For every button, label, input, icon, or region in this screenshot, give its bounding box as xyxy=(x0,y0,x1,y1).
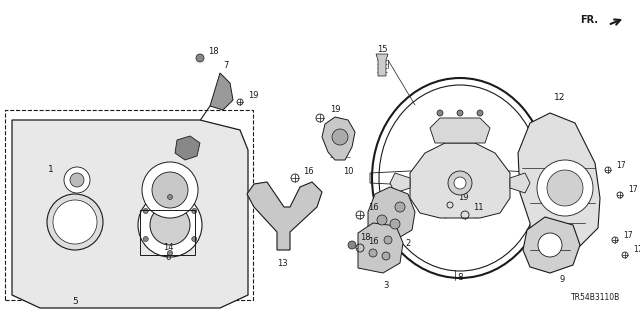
Polygon shape xyxy=(368,187,415,240)
Circle shape xyxy=(152,172,188,208)
Text: 1: 1 xyxy=(48,165,54,174)
Text: 17: 17 xyxy=(616,161,626,170)
Text: 14: 14 xyxy=(163,244,173,252)
Text: 8: 8 xyxy=(457,274,463,283)
Text: TR54B3110B: TR54B3110B xyxy=(571,293,620,302)
Text: 13: 13 xyxy=(277,260,287,268)
Text: 17: 17 xyxy=(628,186,637,195)
Polygon shape xyxy=(482,170,550,186)
Circle shape xyxy=(448,171,472,195)
Polygon shape xyxy=(175,136,200,160)
Polygon shape xyxy=(147,182,177,218)
Circle shape xyxy=(457,110,463,116)
Polygon shape xyxy=(247,182,322,250)
Circle shape xyxy=(168,251,173,255)
Circle shape xyxy=(196,54,204,62)
Circle shape xyxy=(143,236,148,242)
Circle shape xyxy=(382,252,390,260)
Circle shape xyxy=(438,156,482,200)
Circle shape xyxy=(348,241,356,249)
Text: 18: 18 xyxy=(208,47,219,57)
Polygon shape xyxy=(358,223,403,273)
Circle shape xyxy=(142,162,198,218)
Circle shape xyxy=(477,110,483,116)
Polygon shape xyxy=(410,143,510,218)
Circle shape xyxy=(332,129,348,145)
Circle shape xyxy=(390,219,400,229)
Text: 4: 4 xyxy=(154,228,159,236)
Text: 19: 19 xyxy=(458,194,468,203)
Polygon shape xyxy=(523,217,580,273)
Bar xyxy=(140,210,195,255)
Circle shape xyxy=(168,195,173,199)
Text: 9: 9 xyxy=(560,276,565,284)
Circle shape xyxy=(454,177,466,189)
Text: 17: 17 xyxy=(633,245,640,254)
Text: 16: 16 xyxy=(368,204,379,212)
Circle shape xyxy=(192,236,196,242)
Text: 10: 10 xyxy=(343,167,353,177)
Circle shape xyxy=(377,215,387,225)
Polygon shape xyxy=(12,120,248,308)
Bar xyxy=(5,110,253,300)
Circle shape xyxy=(47,194,103,250)
Circle shape xyxy=(53,200,97,244)
Circle shape xyxy=(537,160,593,216)
Circle shape xyxy=(538,233,562,257)
Polygon shape xyxy=(210,73,233,110)
Polygon shape xyxy=(57,153,95,207)
Polygon shape xyxy=(518,113,600,250)
Text: 18: 18 xyxy=(360,234,371,243)
Circle shape xyxy=(395,202,405,212)
Text: 15: 15 xyxy=(377,45,387,54)
Circle shape xyxy=(152,190,172,210)
Text: 16: 16 xyxy=(368,236,379,245)
Polygon shape xyxy=(430,118,490,143)
Circle shape xyxy=(143,209,148,213)
Polygon shape xyxy=(322,117,355,160)
Polygon shape xyxy=(390,173,410,193)
Circle shape xyxy=(64,167,90,193)
Text: 19: 19 xyxy=(248,92,259,100)
Text: 19: 19 xyxy=(330,106,340,115)
Text: 17: 17 xyxy=(623,230,632,239)
Text: 3: 3 xyxy=(383,282,388,291)
Text: 7: 7 xyxy=(223,61,228,70)
Text: 6: 6 xyxy=(165,253,171,262)
Circle shape xyxy=(192,209,196,213)
Circle shape xyxy=(384,236,392,244)
Text: 2: 2 xyxy=(405,239,410,249)
Circle shape xyxy=(70,173,84,187)
Text: 11: 11 xyxy=(473,204,483,212)
Polygon shape xyxy=(370,170,438,186)
Text: 16: 16 xyxy=(303,167,314,177)
Text: FR.: FR. xyxy=(580,15,598,25)
Circle shape xyxy=(547,170,583,206)
Text: 5: 5 xyxy=(72,298,77,307)
Polygon shape xyxy=(510,173,530,193)
Circle shape xyxy=(150,205,190,245)
Text: 12: 12 xyxy=(554,93,566,102)
Polygon shape xyxy=(376,54,388,76)
Circle shape xyxy=(437,110,443,116)
Circle shape xyxy=(369,249,377,257)
Circle shape xyxy=(138,193,202,257)
